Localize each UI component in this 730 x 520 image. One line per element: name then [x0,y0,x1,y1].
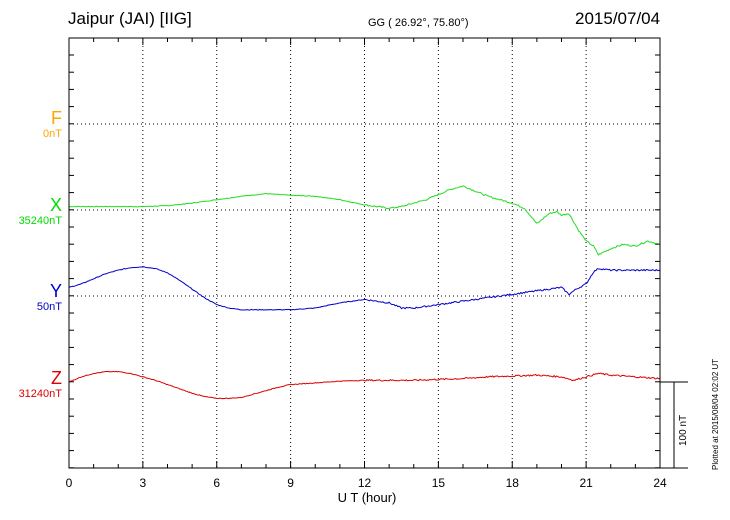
x-tick-labels: 0 3 6 9 12 15 18 21 24 [66,476,667,490]
channel-y-name: Y [49,281,62,301]
x-tick-label: 21 [579,476,593,490]
channel-label-y: Y 50nT [37,281,62,314]
grid [69,38,660,468]
series-line-z [68,370,661,400]
plot-frame [68,37,661,469]
channel-label-x: X 35240nT [19,195,62,228]
channel-f-name: F [51,108,62,128]
series-group [68,185,661,400]
channel-z-name: Z [51,368,62,388]
scale-bar [660,381,688,469]
channel-label-z: Z 31240nT [19,368,62,401]
scale-bar-label: 100 nT [678,414,689,446]
series-line-x [68,185,661,256]
x-tick-label: 24 [653,476,667,490]
channel-z-baseline: 31240nT [18,388,62,400]
plotted-timestamp: Plotted at 2015/08/04 02:02 UT [711,358,720,470]
geographic-coordinates: GG ( 26.92°, 75.80°) [368,17,469,29]
x-tick-label: 6 [213,476,220,490]
channel-f-baseline: 0nT [43,128,62,140]
axis-ticks [68,38,661,469]
x-axis-label: U T (hour) [338,490,397,505]
x-tick-label: 9 [287,476,294,490]
station-title: Jaipur (JAI) [IIG] [68,9,192,28]
date-label: 2015/07/04 [575,9,661,28]
x-tick-label: 3 [140,476,147,490]
channel-y-baseline: 50nT [36,301,62,313]
x-tick-label: 15 [432,476,446,490]
x-tick-label: 0 [66,476,73,490]
series-line-y [68,266,661,311]
channel-x-name: X [49,195,62,215]
x-tick-label: 18 [506,476,520,490]
x-tick-label: 12 [358,476,372,490]
channel-x-baseline: 35240nT [18,215,62,227]
channel-label-f: F 0nT [43,108,62,141]
